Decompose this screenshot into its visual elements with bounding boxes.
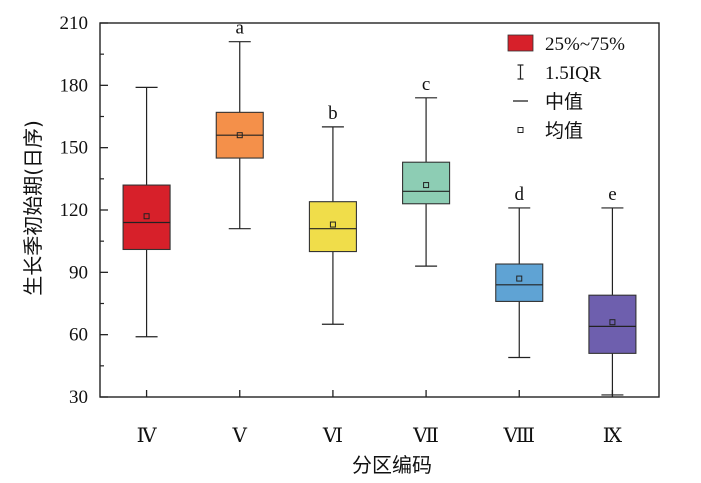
x-axis: Ⅳ Ⅴ Ⅵ Ⅶ Ⅷ Ⅸ bbox=[137, 390, 623, 447]
x-tick-label: Ⅵ bbox=[322, 425, 343, 447]
box-3: b bbox=[308, 103, 357, 325]
box-5: d bbox=[495, 184, 544, 359]
box-6: e bbox=[588, 184, 637, 396]
iqr-box bbox=[495, 263, 544, 302]
significance-letter: c bbox=[422, 74, 430, 95]
x-tick-label: Ⅸ bbox=[603, 425, 623, 447]
y-axis-title: 生长季初始期(日序) bbox=[21, 120, 45, 296]
mean-marker bbox=[423, 182, 430, 189]
mean-marker bbox=[516, 275, 523, 282]
y-axis: 30 60 90 120 150 180 210 bbox=[60, 13, 108, 408]
legend-label: 25%~75% bbox=[545, 34, 625, 55]
box-1 bbox=[122, 86, 171, 338]
significance-letter: e bbox=[608, 184, 616, 205]
legend-item: 25%~75% bbox=[507, 34, 625, 55]
legend-item: 1.5IQR bbox=[517, 63, 602, 84]
mean-marker bbox=[143, 213, 150, 220]
y-tick-label: 180 bbox=[60, 75, 89, 96]
significance-letter: b bbox=[328, 103, 338, 124]
x-tick-label: Ⅷ bbox=[502, 425, 535, 447]
legend-label: 均值 bbox=[545, 120, 583, 142]
box-4: c bbox=[402, 74, 451, 267]
x-axis-title: 分区编码 bbox=[352, 453, 432, 477]
mean-marker bbox=[329, 221, 336, 228]
significance-letter: d bbox=[515, 184, 525, 205]
y-tick-label: 90 bbox=[69, 262, 88, 283]
box-2: a bbox=[215, 18, 264, 230]
legend-item: 中值 bbox=[513, 91, 583, 113]
iqr-box bbox=[122, 184, 171, 251]
y-tick-label: 30 bbox=[69, 387, 88, 408]
y-tick-label: 120 bbox=[60, 200, 89, 221]
legend-label: 1.5IQR bbox=[545, 63, 602, 84]
legend-item: 均值 bbox=[517, 120, 583, 142]
legend-swatch-box bbox=[507, 34, 534, 52]
x-tick-label: Ⅴ bbox=[232, 425, 248, 447]
legend-label: 中值 bbox=[545, 91, 583, 113]
legend-swatch-mean bbox=[517, 127, 524, 133]
y-tick-label: 60 bbox=[69, 325, 88, 346]
x-tick-label: Ⅶ bbox=[412, 425, 439, 447]
mean-marker bbox=[236, 132, 243, 139]
mean-marker bbox=[609, 319, 616, 326]
significance-letter: a bbox=[236, 18, 245, 39]
y-tick-label: 150 bbox=[60, 138, 89, 159]
y-tick-label: 210 bbox=[60, 13, 89, 34]
box-series: a b c d e bbox=[122, 18, 637, 396]
x-tick-label: Ⅳ bbox=[137, 425, 158, 447]
